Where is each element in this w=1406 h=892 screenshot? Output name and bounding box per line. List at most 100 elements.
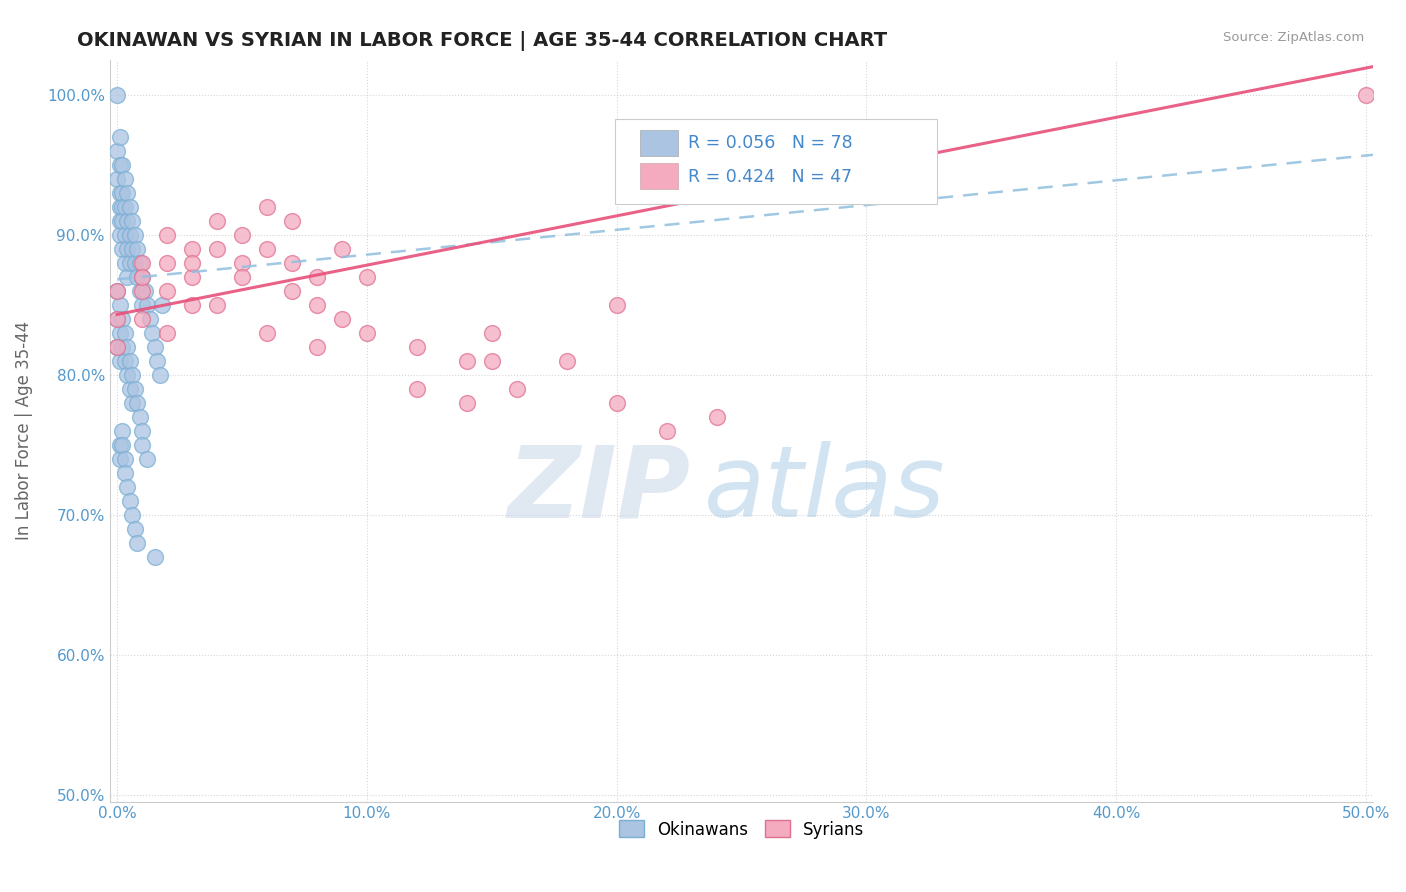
Point [128, 255, 150, 269]
Point [114, 171, 136, 186]
Legend: Okinawans, Syrians: Okinawans, Syrians [612, 814, 870, 846]
Point [205, 297, 228, 311]
Point [506, 382, 529, 396]
Point [115, 269, 138, 284]
Point [136, 297, 159, 311]
Point [150, 297, 173, 311]
Point [105, 340, 128, 354]
Point [256, 200, 278, 214]
Point [131, 297, 153, 311]
Point [205, 213, 228, 227]
Point [115, 340, 138, 354]
Point [127, 269, 149, 284]
Text: OKINAWAN VS SYRIAN IN LABOR FORCE | AGE 35-44 CORRELATION CHART: OKINAWAN VS SYRIAN IN LABOR FORCE | AGE … [77, 31, 887, 51]
Point [105, 340, 128, 354]
Point [131, 269, 153, 284]
Text: atlas: atlas [703, 442, 945, 539]
Point [131, 255, 153, 269]
Point [146, 353, 169, 368]
Point [127, 242, 149, 256]
Point [108, 213, 131, 227]
Point [118, 227, 141, 242]
Point [114, 255, 136, 269]
Point [356, 269, 378, 284]
Point [134, 284, 156, 298]
Point [205, 242, 228, 256]
Point [124, 255, 146, 269]
Point [108, 437, 131, 451]
Point [108, 158, 131, 172]
Point [108, 353, 131, 368]
Point [231, 255, 253, 269]
Point [105, 284, 128, 298]
Point [108, 451, 131, 466]
Point [231, 227, 253, 242]
Point [111, 242, 134, 256]
Point [108, 297, 131, 311]
Point [181, 255, 204, 269]
Point [115, 479, 138, 493]
Point [356, 326, 378, 340]
Point [111, 200, 134, 214]
Point [108, 200, 131, 214]
Point [118, 382, 141, 396]
Point [1354, 87, 1376, 102]
Text: ZIP: ZIP [508, 442, 690, 539]
Point [256, 326, 278, 340]
Point [128, 409, 150, 424]
Point [121, 368, 143, 382]
Point [456, 395, 478, 409]
FancyBboxPatch shape [616, 119, 938, 204]
Text: R = 0.424   N = 47: R = 0.424 N = 47 [689, 168, 852, 186]
Point [124, 382, 146, 396]
Point [114, 353, 136, 368]
Point [111, 340, 134, 354]
Point [281, 213, 304, 227]
Point [181, 297, 204, 311]
Point [256, 242, 278, 256]
Point [118, 493, 141, 508]
Point [114, 326, 136, 340]
Point [131, 269, 153, 284]
Point [115, 242, 138, 256]
Point [149, 368, 172, 382]
Point [156, 326, 179, 340]
Point [606, 395, 628, 409]
Point [131, 424, 153, 438]
Point [406, 382, 429, 396]
Point [105, 311, 128, 326]
Point [111, 213, 134, 227]
Point [555, 353, 578, 368]
Point [118, 353, 141, 368]
Y-axis label: In Labor Force | Age 35-44: In Labor Force | Age 35-44 [15, 321, 32, 541]
Point [330, 242, 353, 256]
Point [143, 549, 166, 564]
Point [108, 326, 131, 340]
Point [111, 311, 134, 326]
FancyBboxPatch shape [640, 130, 678, 156]
Point [481, 326, 503, 340]
Point [131, 311, 153, 326]
Point [108, 227, 131, 242]
Point [108, 129, 131, 144]
Point [114, 451, 136, 466]
Point [156, 255, 179, 269]
Point [156, 227, 179, 242]
Point [111, 186, 134, 200]
Point [181, 269, 204, 284]
Point [330, 311, 353, 326]
Point [127, 535, 149, 549]
Point [481, 353, 503, 368]
Point [114, 466, 136, 480]
Point [305, 340, 328, 354]
Point [114, 200, 136, 214]
Point [281, 255, 304, 269]
Point [121, 395, 143, 409]
Point [138, 311, 160, 326]
Point [143, 340, 166, 354]
Point [456, 353, 478, 368]
Point [105, 171, 128, 186]
Point [115, 186, 138, 200]
Point [105, 311, 128, 326]
Point [305, 269, 328, 284]
